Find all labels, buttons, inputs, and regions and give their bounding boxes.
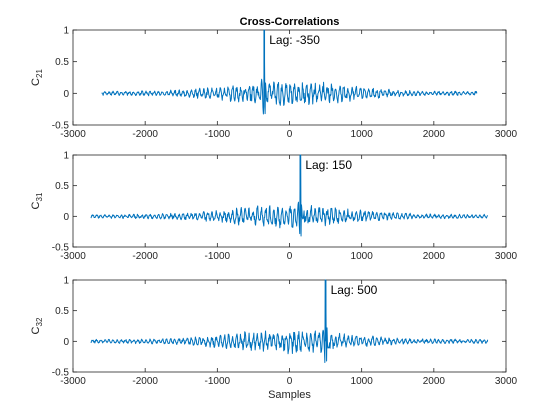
correlation-line — [101, 29, 478, 115]
x-axis-label: Samples — [268, 389, 311, 401]
plot-area — [72, 154, 507, 248]
y-tick-marks — [73, 279, 506, 373]
x-tick-labels: -3000 -2000 -1000 0 1000 2000 3000 — [60, 251, 517, 262]
y-tick-label: 0 — [63, 89, 69, 100]
y-tick-labels: -0.5 0 0.5 1 — [52, 26, 70, 132]
x-tick-label: 2000 — [423, 251, 446, 262]
x-tick-label: -1000 — [205, 129, 231, 140]
chart-title: Cross-Correlations — [240, 16, 340, 28]
y-axis-label-base: C — [30, 326, 42, 334]
data-series — [90, 154, 489, 237]
y-tick-label: 0.5 — [55, 181, 69, 192]
y-axis-label-base: C — [30, 78, 42, 86]
x-tick-marks — [72, 155, 507, 247]
x-tick-label: 0 — [287, 251, 293, 262]
lag-annotation: Lag: -350 — [269, 33, 320, 47]
x-tick-label: -3000 — [60, 129, 86, 140]
y-tick-label: 1 — [63, 276, 69, 287]
y-tick-label: 1 — [63, 151, 69, 162]
y-axis-label: C21 — [30, 69, 44, 86]
data-series — [90, 279, 489, 363]
x-tick-label: 1000 — [351, 376, 374, 387]
x-tick-label: 1000 — [351, 251, 374, 262]
y-tick-marks — [73, 154, 506, 248]
x-tick-label: 3000 — [495, 376, 518, 387]
y-tick-label: -0.5 — [52, 121, 70, 132]
correlation-line — [90, 279, 489, 363]
x-tick-label: 2000 — [423, 129, 446, 140]
lag-annotation: Lag: 150 — [305, 158, 352, 172]
y-tick-marks — [73, 29, 506, 126]
x-tick-labels: -3000 -2000 -1000 0 1000 2000 3000 — [60, 129, 517, 140]
x-tick-labels: -3000 -2000 -1000 0 1000 2000 3000 — [60, 376, 517, 387]
y-axis-label-subscript: 21 — [35, 69, 44, 78]
x-tick-label: 0 — [287, 129, 293, 140]
y-tick-label: 1 — [63, 26, 69, 37]
x-tick-label: -2000 — [132, 129, 158, 140]
y-tick-label: 0 — [63, 212, 69, 223]
x-tick-label: -1000 — [205, 376, 231, 387]
x-tick-marks — [72, 30, 507, 125]
x-tick-label: -2000 — [132, 251, 158, 262]
y-axis-label-base: C — [30, 201, 42, 209]
x-tick-label: 1000 — [351, 129, 374, 140]
subplot-c31: -3000 -2000 -1000 0 1000 2000 3000 -0.5 0 0.5 1 C… — [30, 151, 518, 263]
x-tick-label: 3000 — [495, 251, 518, 262]
lag-annotation: Lag: 500 — [331, 283, 378, 297]
x-tick-label: 3000 — [495, 129, 518, 140]
x-tick-label: -1000 — [205, 251, 231, 262]
x-tick-label: 2000 — [423, 376, 446, 387]
x-tick-marks — [72, 280, 507, 372]
x-tick-label: -3000 — [60, 376, 86, 387]
x-tick-label: -3000 — [60, 251, 86, 262]
y-tick-label: 0 — [63, 337, 69, 348]
y-axis-label: C31 — [30, 192, 44, 209]
plot-area — [72, 279, 507, 373]
y-tick-label: 0.5 — [55, 306, 69, 317]
data-series — [101, 29, 478, 115]
y-tick-label: -0.5 — [52, 368, 70, 379]
subplot-c32: -3000 -2000 -1000 0 1000 2000 3000 -0.5 0 0.5 1 C… — [30, 276, 518, 402]
correlation-line — [90, 154, 489, 237]
plot-area — [72, 29, 507, 126]
x-tick-label: 0 — [287, 376, 293, 387]
y-tick-label: 0.5 — [55, 57, 69, 68]
y-axis-label-subscript: 32 — [35, 317, 44, 326]
y-tick-label: -0.5 — [52, 243, 70, 254]
subplot-c21: -3000 -2000 -1000 0 1000 2000 3000 -0.5 0 0.5 1 C… — [30, 16, 518, 140]
y-tick-labels: -0.5 0 0.5 1 — [52, 151, 70, 254]
y-axis-label-subscript: 31 — [35, 192, 44, 201]
x-tick-label: -2000 — [132, 376, 158, 387]
y-tick-labels: -0.5 0 0.5 1 — [52, 276, 70, 379]
y-axis-label: C32 — [30, 317, 44, 334]
